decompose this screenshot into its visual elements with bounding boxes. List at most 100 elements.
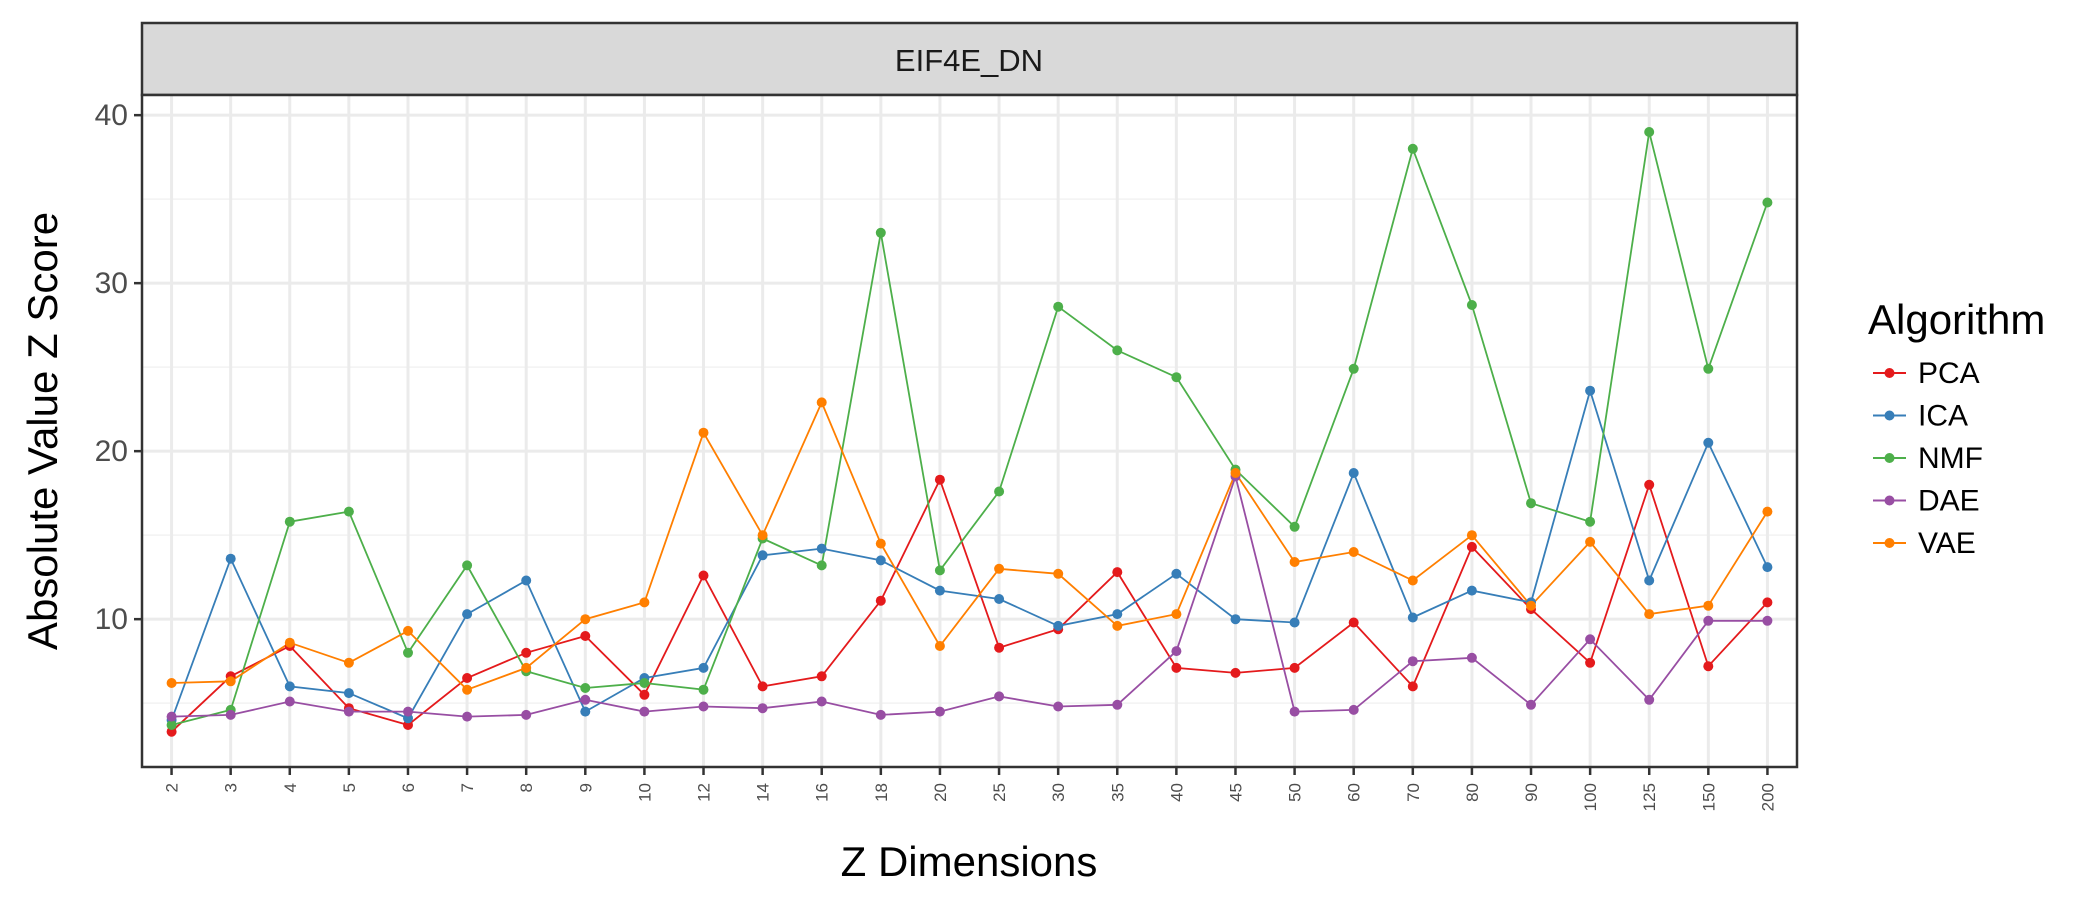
data-point-vae <box>816 397 827 408</box>
data-point-dae <box>580 694 591 705</box>
data-point-dae <box>284 696 295 707</box>
data-point-ica <box>1112 609 1123 620</box>
data-point-pca <box>1585 657 1596 668</box>
data-point-dae <box>698 701 709 712</box>
x-tick-label: 2 <box>163 783 182 792</box>
data-point-ica <box>1053 620 1064 631</box>
data-point-dae <box>1585 634 1596 645</box>
data-point-vae <box>1644 609 1655 620</box>
data-point-nmf <box>343 506 354 517</box>
data-point-vae <box>284 637 295 648</box>
data-point-nmf <box>994 486 1005 497</box>
data-point-nmf <box>698 684 709 695</box>
data-point-vae <box>580 614 591 625</box>
series-line-dae <box>171 473 1768 718</box>
data-point-vae <box>698 427 709 438</box>
data-point-pca <box>1289 662 1300 673</box>
data-point-dae <box>343 706 354 717</box>
data-point-vae <box>462 684 473 695</box>
x-axis: 2 3 4 5 6 7 8 9 10 12 14 16 18 20 25 30 35 40 45 50 60 70 80 90… <box>163 767 1777 811</box>
data-point-ica <box>521 575 532 586</box>
data-point-nmf <box>1762 197 1773 208</box>
data-point-dae <box>1644 694 1655 705</box>
data-point-vae <box>994 563 1005 574</box>
x-tick-label: 35 <box>1108 783 1127 802</box>
x-tick-label: 7 <box>458 783 477 792</box>
data-point-pca <box>934 474 945 485</box>
data-point-nmf <box>1112 345 1123 356</box>
series-line-ica <box>170 387 1769 721</box>
data-point-ica <box>1171 568 1182 579</box>
series-line-vae <box>171 400 1769 691</box>
data-point-vae <box>1053 568 1064 579</box>
data-point-nmf <box>1526 498 1536 509</box>
y-tick-label: 40 <box>95 99 128 132</box>
data-point-pca <box>757 681 768 692</box>
data-point-vae <box>1466 530 1477 541</box>
x-tick-label: 70 <box>1404 783 1423 802</box>
legend-key-point <box>1884 453 1895 463</box>
data-point-ica <box>343 688 354 699</box>
y-tick-label: 30 <box>95 267 128 300</box>
data-point-dae <box>1407 656 1418 667</box>
data-point-dae <box>934 706 945 717</box>
data-point-pca <box>1644 479 1655 490</box>
data-point-ica <box>1466 585 1477 596</box>
data-point-ica <box>1348 468 1359 478</box>
legend-title: Algorithm <box>1868 296 2045 343</box>
data-point-pca <box>816 671 827 682</box>
x-tick-label: 8 <box>517 783 536 792</box>
x-tick-label: 90 <box>1522 783 1541 802</box>
data-point-nmf <box>1348 363 1359 374</box>
data-point-dae <box>1053 701 1064 712</box>
data-point-pca <box>462 673 473 683</box>
data-point-dae <box>757 703 768 714</box>
data-point-nmf <box>1289 521 1300 532</box>
legend-label-ica: ICA <box>1918 400 1968 433</box>
x-tick-label: 45 <box>1226 783 1245 802</box>
data-point-ica <box>462 609 473 620</box>
data-point-pca <box>1407 681 1418 692</box>
x-tick-label: 50 <box>1286 783 1305 802</box>
data-point-nmf <box>875 227 886 238</box>
grid <box>142 95 1797 767</box>
facet-title: EIF4E_DN <box>895 43 1043 78</box>
x-tick-label: 18 <box>872 783 891 802</box>
data-point-dae <box>403 706 413 717</box>
data-point-pca <box>1762 597 1773 608</box>
data-point-dae <box>875 709 886 720</box>
x-tick-label: 60 <box>1345 783 1364 802</box>
data-point-nmf <box>1407 143 1418 154</box>
data-point-ica <box>698 662 709 673</box>
data-point-vae <box>1348 547 1359 557</box>
data-point-pca <box>521 647 532 658</box>
data-point-pca <box>994 642 1005 653</box>
x-tick-label: 20 <box>931 783 950 802</box>
data-point-dae <box>1289 706 1300 717</box>
data-point-vae <box>343 657 354 668</box>
data-point-vae <box>1407 575 1418 586</box>
data-point-ica <box>1644 575 1655 586</box>
data-point-nmf <box>462 560 473 571</box>
data-point-nmf <box>1053 301 1064 312</box>
facet-strip: EIF4E_DN <box>140 21 1799 97</box>
x-tick-label: 150 <box>1699 783 1718 811</box>
x-tick-label: 100 <box>1581 783 1600 811</box>
y-tick-label: 10 <box>95 603 128 636</box>
data-point-dae <box>1526 699 1536 710</box>
data-point-vae <box>1289 557 1300 567</box>
data-point-ica <box>1407 612 1418 623</box>
data-point-nmf <box>166 720 177 730</box>
data-point-dae <box>1466 652 1477 663</box>
x-tick-label: 125 <box>1640 783 1659 811</box>
data-point-vae <box>1585 536 1596 547</box>
data-point-ica <box>1230 614 1241 625</box>
data-point-dae <box>1762 615 1773 626</box>
data-point-ica <box>816 543 827 554</box>
data-point-pca <box>1112 567 1123 578</box>
y-axis-title: Absolute Value Z Score <box>19 212 66 650</box>
data-point-dae <box>994 691 1005 702</box>
data-point-ica <box>994 594 1005 604</box>
data-point-ica <box>225 553 236 564</box>
x-tick-label: 14 <box>754 783 773 802</box>
